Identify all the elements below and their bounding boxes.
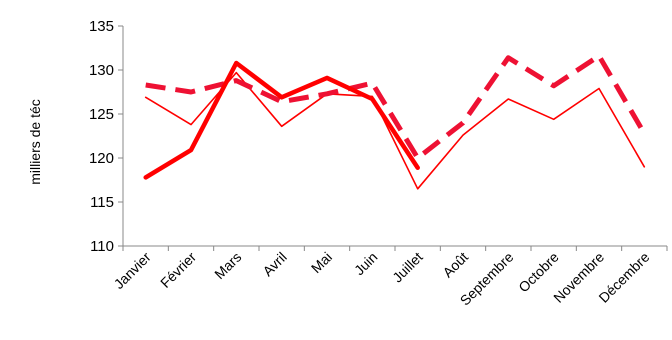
y-tick-label: 120 [89, 150, 114, 167]
x-tick-label: Août [439, 249, 471, 281]
x-tick-label: Février [157, 249, 199, 291]
y-tick-label: 135 [89, 18, 114, 35]
x-tick-label: Janvier [111, 249, 154, 292]
series-line-2 [145, 53, 647, 161]
x-tick-label: Juin [351, 249, 380, 278]
y-tick-label: 115 [90, 194, 114, 211]
x-tick-label: Mai [308, 249, 335, 276]
series-layer [143, 53, 647, 190]
x-tick-label: Mars [211, 249, 244, 282]
x-tick-label: Avril [259, 249, 289, 279]
series-line-3 [143, 60, 420, 180]
x-tick-label: Juillet [389, 249, 426, 286]
y-axis-title: milliers de téc [27, 99, 43, 185]
y-axis: 110 115 120 125 130 135 [89, 18, 124, 255]
y-tick-label: 130 [89, 62, 114, 79]
y-tick-label: 125 [89, 106, 114, 123]
y-tick-label: 110 [90, 238, 114, 255]
x-axis: Janvier Février Mars Avril Mai Juin Juillet Aoû… [111, 245, 668, 309]
